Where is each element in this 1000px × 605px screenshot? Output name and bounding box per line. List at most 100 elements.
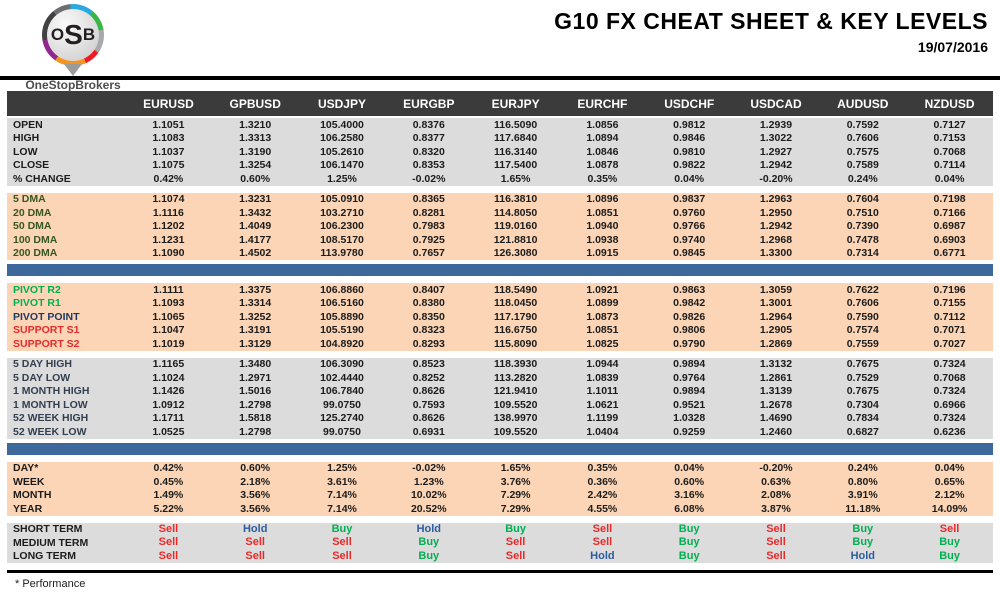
- signal-cell: Hold: [242, 522, 268, 535]
- value-cell: 1.3139: [759, 385, 793, 397]
- value-cell: 0.8281: [412, 206, 445, 219]
- signal-cell: Sell: [939, 522, 960, 535]
- value-cell: 0.6827: [846, 425, 879, 438]
- row-label: SUPPORT S1: [13, 324, 80, 336]
- value-cell: 1.1074: [152, 193, 185, 205]
- value-cell: 0.7314: [846, 247, 879, 259]
- value-cell: 0.9740: [673, 233, 706, 246]
- row-label: 200 DMA: [13, 247, 58, 259]
- value-cell: 0.7112: [933, 310, 966, 323]
- value-cell: 1.0839: [586, 371, 619, 384]
- value-cell: 1.2939: [759, 118, 793, 131]
- value-cell: 113.2820: [493, 371, 538, 384]
- row-label: HIGH: [13, 132, 40, 144]
- column-header: NZDUSD: [924, 96, 975, 111]
- value-cell: 3.76%: [500, 475, 531, 488]
- section-divider-bar: [7, 264, 993, 276]
- value-cell: 4.55%: [587, 502, 618, 515]
- value-cell: 0.8376: [412, 118, 445, 131]
- value-cell: 114.8050: [493, 206, 538, 219]
- value-cell: 1.5818: [239, 412, 272, 424]
- signal-cell: Sell: [592, 522, 613, 535]
- value-cell: 0.9764: [673, 371, 706, 384]
- value-cell: 1.4502: [239, 247, 272, 259]
- row-label: 5 DAY HIGH: [13, 358, 72, 370]
- signal-cell: Buy: [331, 522, 353, 535]
- value-cell: 109.5520: [493, 398, 538, 411]
- bottom-divider: [7, 570, 993, 573]
- value-cell: 1.3210: [239, 118, 272, 131]
- value-cell: -0.02%: [412, 172, 446, 185]
- signal-cell: Hold: [416, 522, 442, 535]
- row-label: PIVOT POINT: [13, 310, 80, 323]
- value-cell: 0.7622: [846, 283, 879, 296]
- value-cell: 0.45%: [153, 475, 184, 488]
- value-cell: 0.7324: [933, 358, 966, 370]
- value-cell: 0.80%: [847, 475, 878, 488]
- value-cell: 0.9810: [673, 145, 706, 158]
- value-cell: 106.1470: [320, 159, 364, 171]
- signal-cell: Sell: [766, 536, 786, 549]
- value-cell: 0.8252: [412, 371, 445, 384]
- value-cell: 105.0910: [320, 193, 364, 205]
- value-cell: 11.18%: [845, 502, 881, 515]
- title-block: G10 FX CHEAT SHEET & KEY LEVELS 19/07/20…: [554, 8, 988, 55]
- value-cell: 0.60%: [674, 475, 705, 488]
- value-cell: 1.3480: [239, 358, 272, 370]
- value-cell: 1.2798: [239, 425, 272, 438]
- signal-cell: Sell: [505, 536, 526, 549]
- value-cell: 0.9760: [673, 206, 706, 219]
- value-cell: 3.16%: [674, 489, 705, 501]
- value-cell: 0.7590: [846, 310, 879, 323]
- value-cell: 0.04%: [934, 172, 965, 185]
- value-cell: 0.7068: [933, 371, 966, 384]
- value-cell: 0.8380: [412, 297, 445, 309]
- value-cell: 7.29%: [500, 489, 531, 501]
- table-row: DAY* 0.42% 0.60% 1.25% -0.02% 1.65% 0.35% 0.04%…: [7, 462, 993, 476]
- value-cell: 0.8523: [412, 358, 445, 370]
- value-cell: 0.7983: [412, 220, 445, 232]
- signal-cell: Sell: [332, 536, 352, 549]
- value-cell: 117.1790: [493, 310, 538, 323]
- value-cell: 138.9970: [493, 412, 538, 424]
- row-label: 100 DMA: [13, 233, 58, 246]
- value-cell: 1.3059: [759, 283, 793, 296]
- value-cell: 106.5160: [320, 297, 364, 309]
- value-cell: 118.3930: [493, 358, 538, 370]
- section-pivots: PIVOT R2 1.1111 1.3375 106.8860 0.8407 118.54…: [7, 283, 993, 351]
- value-cell: 0.8377: [412, 132, 445, 144]
- value-cell: 1.1065: [152, 310, 185, 323]
- table-row: SHORT TERM Sell Hold Buy Hold Buy Sell Buy Sell B…: [7, 523, 993, 537]
- row-label: CLOSE: [13, 159, 50, 171]
- section-divider-bar: [7, 442, 993, 455]
- value-cell: 116.3810: [493, 193, 538, 205]
- value-cell: 1.1075: [152, 159, 185, 171]
- value-cell: 1.3300: [759, 247, 793, 259]
- value-cell: 0.7675: [846, 385, 879, 397]
- value-cell: 0.7166: [933, 206, 966, 219]
- value-cell: 0.7304: [846, 398, 879, 411]
- value-cell: 105.5190: [320, 324, 364, 336]
- value-cell: 117.5400: [493, 159, 538, 171]
- value-cell: 1.3191: [239, 324, 272, 336]
- value-cell: 0.8626: [412, 412, 445, 424]
- value-cell: 116.5090: [493, 118, 538, 131]
- value-cell: 1.2798: [239, 398, 272, 411]
- value-cell: 0.42%: [153, 172, 184, 185]
- page-header: O S B OneStopBrokers G10 FX CHEAT SHEET …: [0, 0, 1000, 92]
- value-cell: 113.9780: [320, 247, 364, 259]
- value-cell: 1.23%: [413, 475, 444, 488]
- footnote: * Performance: [15, 578, 86, 590]
- value-cell: 1.25%: [327, 462, 357, 474]
- value-cell: 1.3375: [239, 283, 272, 296]
- value-cell: 0.35%: [587, 462, 618, 474]
- signal-cell: Buy: [852, 536, 874, 549]
- value-cell: 1.2964: [759, 310, 793, 323]
- value-cell: 106.2300: [320, 220, 364, 232]
- value-cell: 0.8407: [412, 283, 445, 296]
- value-cell: 1.3190: [239, 145, 272, 158]
- table-row: PIVOT POINT 1.1065 1.3252 105.8890 0.8350 117…: [7, 310, 993, 324]
- value-cell: 0.60%: [240, 462, 271, 474]
- row-label: 52 WEEK LOW: [13, 425, 87, 438]
- value-cell: 0.04%: [674, 462, 705, 474]
